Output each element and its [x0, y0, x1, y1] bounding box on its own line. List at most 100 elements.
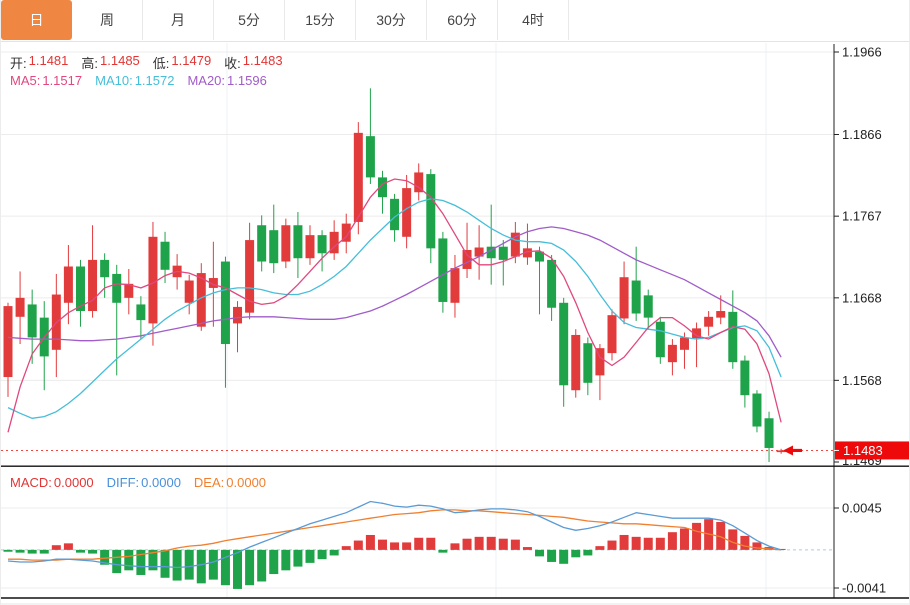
macd-hist-bar [752, 542, 762, 550]
candle [704, 316, 714, 327]
candle [583, 343, 593, 383]
macd-hist-bar [522, 547, 532, 550]
tab-日[interactable]: 日 [1, 0, 72, 40]
macd-hist-bar [438, 549, 448, 553]
macd-hist-bar [329, 549, 339, 556]
current-price-badge-text: 1.1483 [843, 443, 883, 458]
macd-hist-bar [450, 543, 460, 550]
macd-hist-bar [414, 537, 424, 550]
macd-hist-bar [148, 549, 158, 571]
macd-hist-bar [233, 549, 243, 589]
candle [184, 280, 194, 303]
candle [257, 225, 267, 262]
tab-60分[interactable]: 60分 [427, 0, 498, 40]
candle [667, 344, 677, 363]
candle [112, 273, 122, 303]
candle [88, 259, 98, 312]
macd-hist-bar [27, 549, 37, 554]
current-price-badge [835, 441, 909, 460]
candle [535, 251, 545, 262]
macd-hist-bar [3, 549, 13, 552]
dea-line [8, 509, 782, 561]
tab-30分[interactable]: 30分 [356, 0, 427, 40]
candle [390, 198, 400, 231]
macd-hist-bar [124, 549, 134, 571]
macd-hist-bar [281, 549, 291, 571]
macd-hist-bar [365, 534, 375, 550]
macd-hist-bar [112, 549, 122, 574]
ma5-line [7, 178, 782, 433]
macd-hist-bar [245, 549, 255, 586]
candle [450, 268, 460, 303]
tab-4时[interactable]: 4时 [498, 0, 569, 40]
macd-hist-bar [619, 534, 629, 550]
candle [281, 225, 291, 262]
candle [462, 249, 472, 269]
candle [679, 337, 689, 350]
candle [245, 240, 255, 313]
candle [233, 306, 243, 324]
macd-hist-bar [607, 540, 617, 550]
tab-15分[interactable]: 15分 [285, 0, 356, 40]
candle [607, 315, 617, 354]
candle [402, 188, 412, 237]
candle [474, 247, 484, 257]
candle [522, 248, 532, 258]
candle [438, 238, 448, 302]
candle [752, 393, 762, 427]
candle [692, 328, 702, 339]
candle [353, 132, 363, 222]
macd-hist-bar [510, 539, 520, 550]
macd-panel[interactable]: 0.0045 -0.0041 MACD: 0.0000 DIFF: 0.0000 DEA:… [1, 467, 910, 605]
candlestick-chart-canvas[interactable]: 1.19661.18661.17671.16681.15681.14691.14… [1, 41, 910, 467]
candle [160, 241, 170, 270]
macd-hist-bar [402, 542, 412, 550]
macd-hist-bar [293, 549, 303, 567]
macd-hist-bar [88, 549, 98, 554]
tab-5分[interactable]: 5分 [214, 0, 285, 40]
candle [655, 321, 665, 358]
candle [377, 177, 387, 198]
ma10-line [7, 198, 782, 419]
macd-hist-bar [377, 539, 387, 550]
tab-月[interactable]: 月 [143, 0, 214, 40]
macd-hist-bar [136, 549, 146, 575]
macd-hist-bar [462, 538, 472, 550]
macd-hist-bar [426, 537, 436, 550]
macd-hist-bar [535, 549, 545, 557]
candle [414, 172, 424, 193]
candle [547, 259, 557, 308]
candle [486, 246, 496, 259]
macd-hist-bar [305, 549, 315, 563]
candle [269, 230, 279, 264]
candle [124, 283, 134, 298]
candle [559, 302, 569, 386]
candle [136, 304, 146, 321]
macd-hist-bar [740, 535, 750, 550]
macd-hist-bar [643, 537, 653, 550]
main-price-chart[interactable]: 1.1966 1.1866 1.1767 1.1668 1.1568 1.1469 1.14… [1, 41, 910, 467]
candle [305, 235, 315, 259]
macd-hist-bar [39, 549, 49, 554]
candle [426, 174, 436, 249]
macd-hist-bar [655, 537, 665, 550]
price-axis-label: 1.1866 [842, 127, 882, 142]
macd-hist-bar [63, 543, 73, 550]
macd-hist-bar [317, 549, 327, 560]
macd-chart-canvas[interactable]: 0.0045 -0.0041 [1, 467, 910, 605]
candle [716, 311, 726, 318]
interval-tabbar: 日周月 5分 15分 30分 60分 4时 [1, 0, 909, 42]
macd-hist-bar [679, 528, 689, 550]
price-axis-label: 1.1966 [842, 45, 882, 60]
candle [27, 304, 37, 338]
macd-hist-bar [631, 536, 641, 550]
candle [196, 273, 206, 327]
macd-hist-bar [667, 532, 677, 550]
candle [728, 311, 738, 363]
macd-hist-bar [486, 536, 496, 550]
tab-周[interactable]: 周 [72, 0, 143, 40]
macd-hist-bar [692, 522, 702, 550]
macd-hist-bar [341, 546, 351, 550]
candle [571, 334, 581, 391]
